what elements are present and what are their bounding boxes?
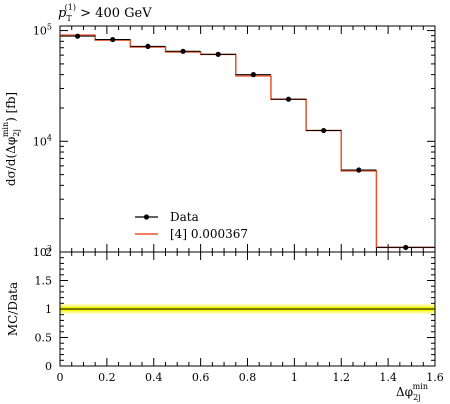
data-point	[180, 48, 186, 54]
x-axis-label: Δφ2j min	[396, 382, 428, 402]
x-tick-label: 0.2	[98, 371, 116, 384]
xlabel-main: Δφ	[396, 385, 413, 399]
xlabel-sub: 2j	[413, 393, 421, 402]
x-tick-label: 1.4	[379, 371, 397, 384]
title-pt-sub: T	[66, 14, 72, 23]
data-point	[110, 36, 116, 43]
data-point	[356, 167, 362, 173]
title-rest: > 400 GeV	[76, 6, 152, 21]
x-tick-label: 0.8	[239, 371, 257, 384]
title-pt-sup: (1)	[65, 3, 76, 12]
data-point	[403, 244, 409, 251]
ylabel-sup: min	[1, 122, 10, 137]
title-pt: p	[58, 6, 67, 21]
ratio-tick-label: 0.5	[35, 332, 53, 345]
main-ticks: 103 104 105	[33, 23, 436, 259]
x-tick-label: 1.2	[333, 371, 351, 384]
y-tick-label: 105	[33, 23, 52, 38]
ylabel-end: ) [fb]	[4, 92, 18, 122]
y-axis-label: dσ/d(Δφ2jmin) [fb]	[1, 92, 21, 186]
y-tick-label: 104	[33, 133, 52, 148]
mc-histogram	[60, 34, 435, 249]
x-tick-label: 1	[291, 371, 298, 384]
legend-data-marker	[143, 214, 150, 220]
data-point	[74, 33, 81, 39]
ylabel-sub: 2j	[12, 129, 21, 137]
data-point	[215, 51, 221, 57]
y-tick-label: 103	[33, 244, 52, 259]
data-points	[60, 33, 435, 251]
main-panel-frame	[59, 25, 436, 253]
mc-step-line	[60, 34, 435, 249]
xlabel-sup: min	[413, 382, 428, 391]
data-point	[250, 72, 256, 78]
x-tick-label: 0.4	[145, 371, 163, 384]
x-tick-label: 0	[57, 371, 64, 384]
ratio-tick-label: 1	[45, 303, 52, 316]
chart-title: pT (1) > 400 GeV	[58, 3, 152, 23]
legend-data-label: Data	[170, 210, 199, 224]
ratio-tick-label: 2	[45, 246, 52, 259]
x-tick-label: 1.6	[426, 371, 444, 384]
data-point	[321, 127, 327, 134]
ratio-y-axis-label: MC/Data	[6, 282, 20, 336]
legend: Data [4] 0.000367	[135, 210, 248, 241]
legend-mc-label: [4] 0.000367	[170, 227, 248, 241]
x-tick-label: 0.6	[192, 371, 210, 384]
data-point	[285, 96, 292, 102]
ylabel-main: dσ/d(Δφ	[4, 137, 18, 186]
data-point	[145, 43, 151, 49]
ratio-ticks: 0 0.2 0.4 0.6 0.8 1 1.2 1.4 1.6 0 0.5 1 1.5 2	[35, 246, 444, 384]
ratio-tick-label: 1.5	[35, 275, 53, 288]
ratio-tick-label: 0	[45, 360, 52, 373]
